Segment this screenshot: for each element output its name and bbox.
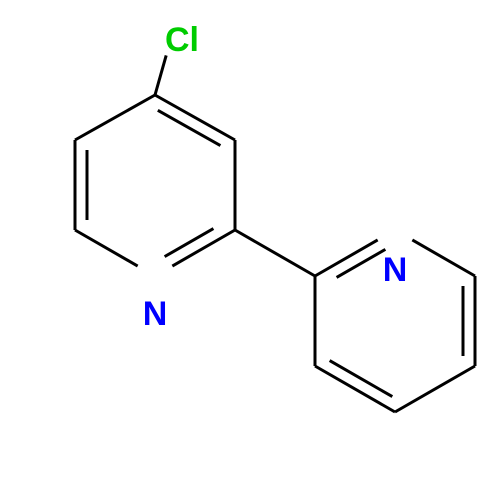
- atom-N1: N: [143, 295, 168, 333]
- atom-N2: N: [383, 251, 408, 289]
- bond: [412, 240, 475, 276]
- bond-inner: [165, 229, 214, 257]
- atom-Cl: Cl: [165, 21, 199, 59]
- bond: [315, 366, 395, 412]
- bond: [155, 55, 166, 95]
- bond: [395, 366, 475, 412]
- bond: [75, 95, 155, 140]
- molecule-diagram: Cl N N: [0, 0, 500, 500]
- bond: [75, 230, 138, 266]
- bond-inner: [337, 249, 386, 277]
- bond: [155, 95, 235, 140]
- bond: [235, 230, 315, 276]
